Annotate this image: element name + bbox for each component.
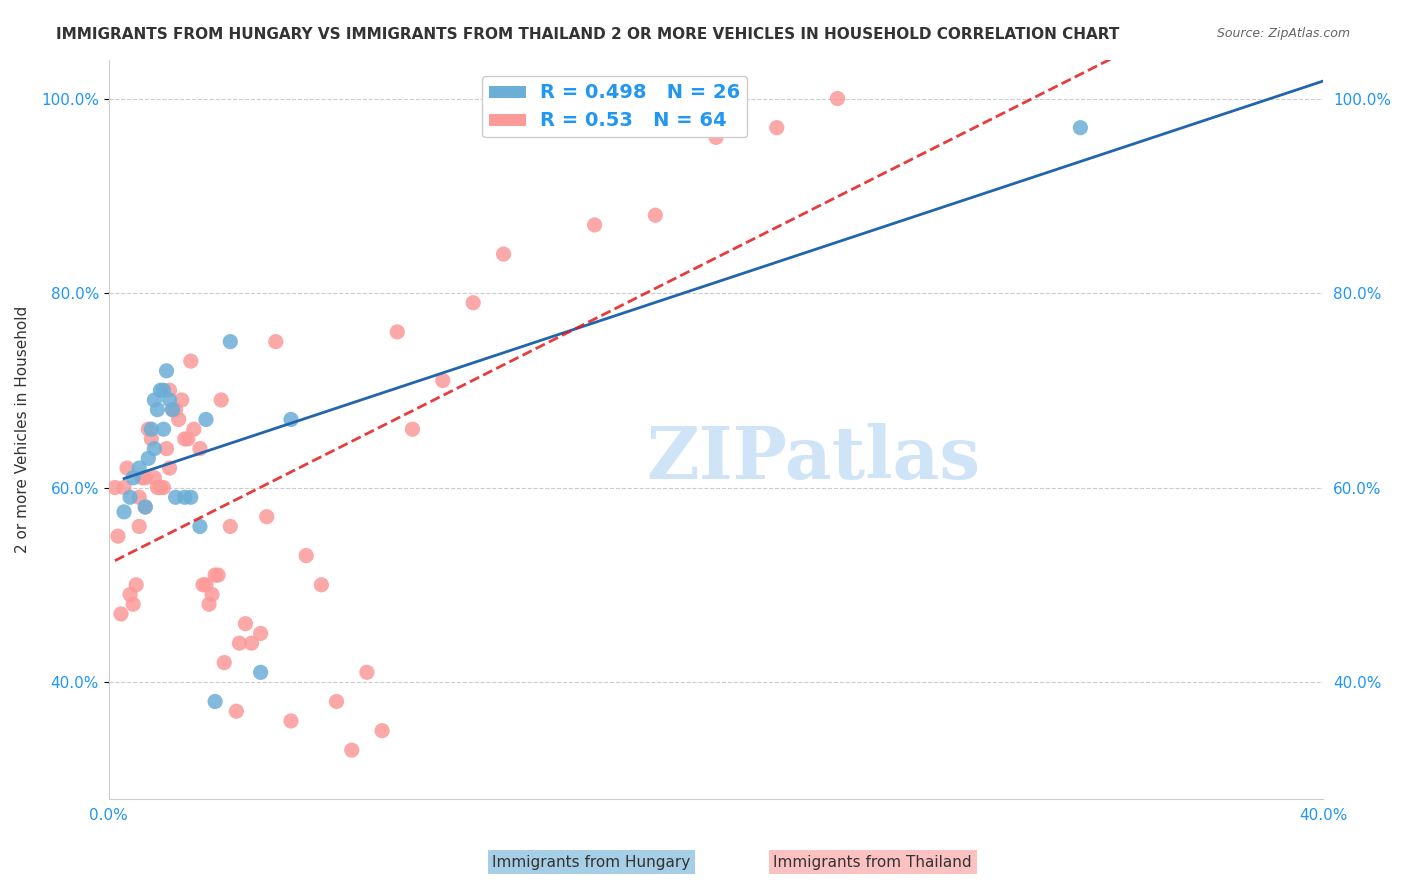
Point	[165, 490, 187, 504]
Point	[167, 412, 190, 426]
Point	[128, 519, 150, 533]
Point	[311, 578, 333, 592]
Point	[463, 295, 485, 310]
Point	[165, 402, 187, 417]
Point	[827, 91, 849, 105]
Point	[704, 130, 727, 145]
Point	[195, 412, 218, 426]
Point	[387, 325, 409, 339]
Point	[136, 422, 159, 436]
Point	[644, 208, 666, 222]
Point	[177, 432, 200, 446]
Point	[371, 723, 394, 738]
Point	[141, 432, 163, 446]
Text: Immigrants from Thailand: Immigrants from Thailand	[773, 855, 972, 870]
Point	[141, 422, 163, 436]
Point	[198, 597, 221, 611]
Y-axis label: 2 or more Vehicles in Household: 2 or more Vehicles in Household	[15, 306, 30, 553]
Point	[583, 218, 606, 232]
Point	[280, 714, 302, 728]
Point	[173, 432, 195, 446]
Text: Immigrants from Hungary: Immigrants from Hungary	[492, 855, 690, 870]
Point	[191, 578, 214, 592]
Point	[188, 519, 211, 533]
Point	[159, 384, 181, 398]
Point	[356, 665, 378, 680]
Point	[240, 636, 263, 650]
Point	[134, 500, 156, 514]
Point	[225, 704, 247, 718]
Point	[195, 578, 218, 592]
Point	[212, 656, 235, 670]
Point	[765, 120, 787, 135]
Point	[325, 694, 347, 708]
Point	[149, 481, 172, 495]
Point	[235, 616, 257, 631]
Text: IMMIGRANTS FROM HUNGARY VS IMMIGRANTS FROM THAILAND 2 OR MORE VEHICLES IN HOUSEH: IMMIGRANTS FROM HUNGARY VS IMMIGRANTS FR…	[56, 27, 1119, 42]
Point	[1069, 120, 1091, 135]
Point	[295, 549, 318, 563]
Point	[143, 392, 166, 407]
Point	[249, 626, 271, 640]
Point	[155, 364, 177, 378]
Point	[120, 587, 142, 601]
Point	[128, 490, 150, 504]
Point	[180, 354, 202, 368]
Point	[143, 471, 166, 485]
Point	[228, 636, 250, 650]
Point	[207, 568, 229, 582]
Point	[188, 442, 211, 456]
Point	[122, 471, 145, 485]
Point	[134, 471, 156, 485]
Point	[146, 402, 169, 417]
Point	[162, 402, 184, 417]
Point	[219, 334, 242, 349]
Point	[201, 587, 224, 601]
Point	[120, 490, 142, 504]
Point	[280, 412, 302, 426]
Point	[152, 384, 174, 398]
Point	[146, 481, 169, 495]
Point	[170, 392, 193, 407]
Point	[110, 607, 132, 621]
Point	[128, 461, 150, 475]
Point	[249, 665, 271, 680]
Point	[204, 568, 226, 582]
Point	[432, 374, 454, 388]
Point	[155, 442, 177, 456]
Point	[173, 490, 195, 504]
Point	[204, 694, 226, 708]
Point	[125, 578, 148, 592]
Point	[104, 481, 127, 495]
Point	[256, 509, 278, 524]
Point	[492, 247, 515, 261]
Point	[219, 519, 242, 533]
Point	[143, 442, 166, 456]
Point	[180, 490, 202, 504]
Text: ZIPatlas: ZIPatlas	[647, 423, 980, 494]
Point	[209, 392, 232, 407]
Point	[107, 529, 129, 543]
Point	[264, 334, 287, 349]
Point	[112, 481, 135, 495]
Legend: R = 0.498   N = 26, R = 0.53   N = 64: R = 0.498 N = 26, R = 0.53 N = 64	[482, 76, 748, 137]
Point	[134, 500, 156, 514]
Point	[401, 422, 423, 436]
Point	[183, 422, 205, 436]
Point	[112, 505, 135, 519]
Point	[340, 743, 363, 757]
Point	[152, 481, 174, 495]
Point	[115, 461, 138, 475]
Point	[159, 461, 181, 475]
Point	[162, 402, 184, 417]
Text: Source: ZipAtlas.com: Source: ZipAtlas.com	[1216, 27, 1350, 40]
Point	[149, 384, 172, 398]
Point	[159, 392, 181, 407]
Point	[136, 451, 159, 466]
Point	[122, 597, 145, 611]
Point	[152, 422, 174, 436]
Point	[131, 471, 153, 485]
